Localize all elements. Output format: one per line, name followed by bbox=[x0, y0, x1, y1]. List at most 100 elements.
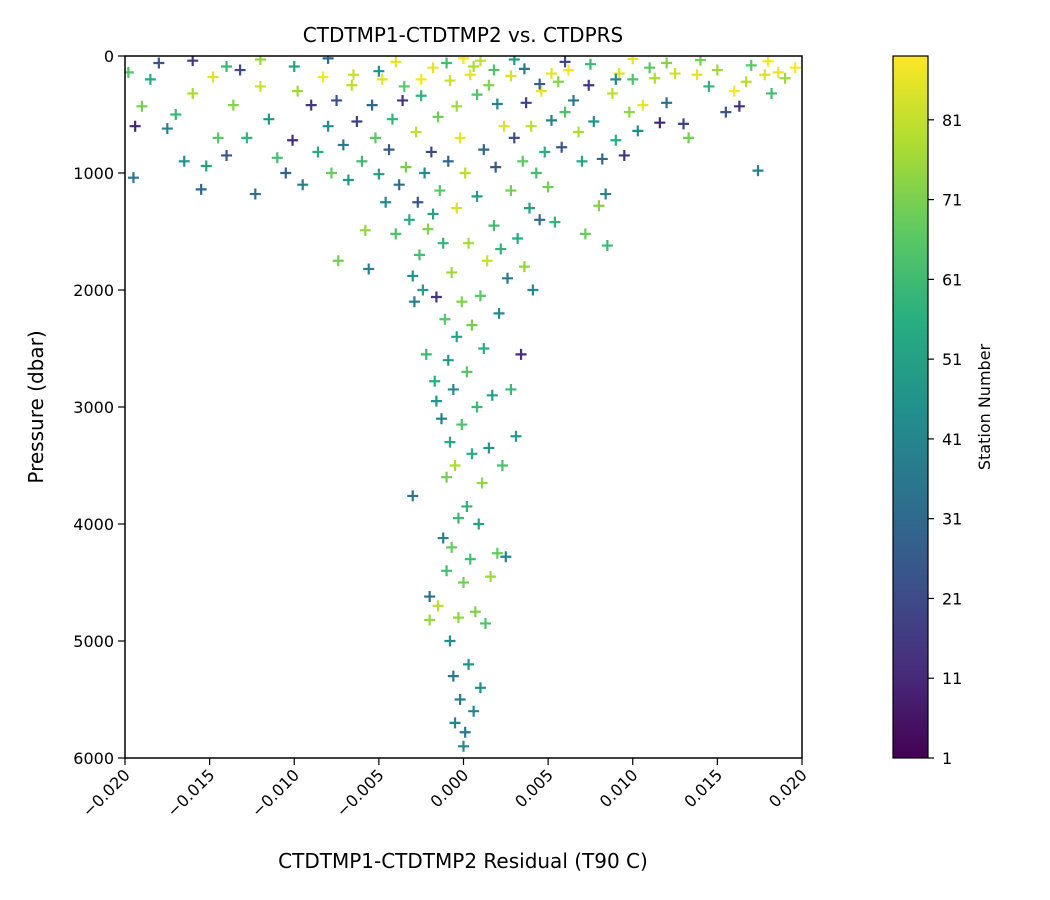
scatter-point-27 bbox=[317, 71, 329, 83]
scatter-point-131 bbox=[505, 383, 517, 395]
scatter-point-5 bbox=[161, 123, 173, 135]
scatter-point-69 bbox=[432, 600, 444, 612]
scatter-point-11 bbox=[207, 71, 219, 83]
scatter-point-221 bbox=[427, 62, 439, 74]
scatter-point-86 bbox=[449, 717, 461, 729]
scatter-point-85 bbox=[449, 460, 461, 471]
scatter-point-191 bbox=[789, 62, 801, 74]
scatter-point-35 bbox=[351, 116, 363, 128]
scatter-point-160 bbox=[596, 153, 608, 165]
scatter-point-31 bbox=[332, 255, 344, 267]
scatter-point-189 bbox=[772, 66, 784, 78]
x-tick-label-2: −0.010 bbox=[248, 765, 303, 820]
scatter-point-176 bbox=[678, 118, 690, 130]
scatter-point-194 bbox=[322, 56, 334, 64]
scatter-point-60 bbox=[420, 348, 432, 360]
scatter-point-225 bbox=[546, 68, 558, 80]
scatter-point-197 bbox=[458, 56, 469, 64]
scatter-point-164 bbox=[610, 134, 622, 146]
scatter-point-37 bbox=[359, 224, 371, 236]
scatter-point-34 bbox=[346, 79, 358, 91]
scatter-point-188 bbox=[766, 87, 778, 99]
scatter-point-36 bbox=[356, 155, 368, 167]
scatter-point-72 bbox=[437, 532, 449, 544]
x-tick-label-0: −0.020 bbox=[79, 765, 134, 820]
scatter-point-217 bbox=[288, 61, 300, 73]
scatter-point-78 bbox=[442, 354, 454, 366]
scatter-point-216 bbox=[347, 69, 359, 81]
scatter-point-8 bbox=[187, 87, 199, 99]
scatter-point-41 bbox=[373, 168, 385, 180]
scatter-point-79 bbox=[444, 436, 456, 448]
scatter-point-71 bbox=[435, 413, 447, 425]
colorbar bbox=[892, 55, 929, 759]
scatter-point-19 bbox=[263, 113, 275, 125]
scatter-point-132 bbox=[508, 132, 520, 144]
x-tick-label-7: 0.015 bbox=[680, 765, 726, 811]
scatter-point-47 bbox=[393, 179, 405, 191]
scatter-point-53 bbox=[408, 296, 420, 308]
scatter-point-161 bbox=[600, 188, 612, 200]
scatter-point-162 bbox=[601, 240, 613, 252]
scatter-point-16 bbox=[241, 132, 253, 144]
scatter-point-146 bbox=[542, 181, 554, 193]
scatter-point-115 bbox=[478, 343, 490, 354]
scatter-point-106 bbox=[468, 705, 480, 717]
scatter-point-212 bbox=[491, 98, 503, 110]
scatter-point-26 bbox=[312, 146, 324, 158]
scatter-point-1 bbox=[127, 172, 139, 184]
scatter-point-97 bbox=[459, 726, 471, 738]
scatter-point-174 bbox=[661, 97, 673, 109]
scatter-point-110 bbox=[473, 518, 485, 530]
colorbar-tick-label-7: 71 bbox=[942, 191, 962, 210]
scatter-point-124 bbox=[493, 307, 505, 319]
scatter-point-32 bbox=[337, 139, 349, 151]
scatter-point-203 bbox=[762, 56, 774, 67]
scatter-point-222 bbox=[468, 61, 480, 73]
scatter-point-90 bbox=[452, 512, 464, 524]
scatter-point-156 bbox=[579, 228, 591, 240]
scatter-point-178 bbox=[691, 69, 703, 81]
scatter-point-7 bbox=[178, 155, 190, 167]
scatter-point-170 bbox=[637, 99, 649, 111]
scatter-point-210 bbox=[471, 89, 483, 101]
scatter-point-73 bbox=[437, 237, 449, 249]
scatter-point-51 bbox=[407, 490, 419, 502]
y-tick-label-0: 0 bbox=[104, 47, 114, 66]
scatter-point-218 bbox=[221, 61, 233, 73]
y-tick-label-6: 6000 bbox=[73, 749, 114, 768]
scatter-point-152 bbox=[562, 64, 574, 76]
scatter-point-125 bbox=[495, 243, 507, 255]
scatter-point-214 bbox=[534, 78, 546, 90]
scatter-point-116 bbox=[480, 617, 492, 629]
scatter-point-89 bbox=[452, 612, 464, 624]
scatter-point-55 bbox=[412, 196, 424, 208]
scatter-point-108 bbox=[471, 190, 483, 202]
scatter-point-17 bbox=[249, 188, 261, 200]
scatter-point-151 bbox=[559, 106, 571, 118]
scatter-point-49 bbox=[400, 161, 412, 173]
scatter-point-98 bbox=[459, 167, 471, 179]
scatter-point-100 bbox=[461, 366, 473, 378]
colorbar-tick-label-2: 21 bbox=[942, 589, 962, 608]
scatter-point-117 bbox=[481, 255, 493, 267]
scatter-point-127 bbox=[498, 120, 510, 132]
scatter-point-58 bbox=[417, 284, 429, 296]
scatter-point-224 bbox=[518, 63, 530, 75]
scatter-point-133 bbox=[510, 430, 522, 442]
scatter-point-158 bbox=[588, 116, 600, 128]
scatter-point-15 bbox=[234, 64, 246, 76]
colorbar-tick-label-3: 31 bbox=[942, 510, 962, 529]
scatter-point-166 bbox=[618, 149, 630, 161]
scatter-point-102 bbox=[463, 237, 475, 249]
scatter-point-82 bbox=[446, 541, 458, 553]
scatter-point-109 bbox=[471, 401, 483, 413]
scatter-point-187 bbox=[759, 69, 771, 81]
scatter-point-24 bbox=[297, 179, 309, 191]
scatter-point-206 bbox=[432, 111, 444, 123]
scatter-point-157 bbox=[583, 79, 595, 91]
scatter-point-220 bbox=[398, 80, 410, 92]
scatter-point-165 bbox=[613, 68, 625, 80]
